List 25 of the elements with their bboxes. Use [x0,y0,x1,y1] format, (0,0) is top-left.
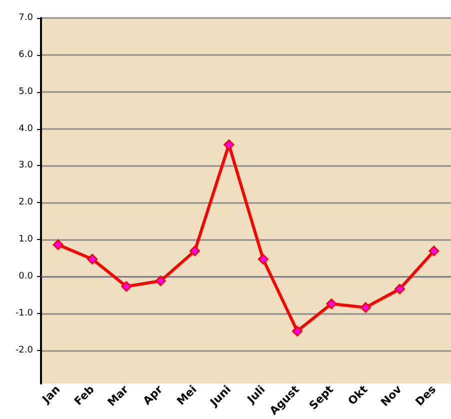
point [190,246,200,256]
point [224,139,234,150]
point [326,298,337,310]
y-tick-label: 0.0 [18,271,34,282]
point [258,254,268,264]
y-tick-label: 4.0 [18,124,34,134]
x-tick-label: Feb [72,382,97,408]
y-tick-label: 6.0 [18,50,34,60]
point [87,254,98,264]
point [360,302,371,313]
x-tick-label: Jan [39,382,63,406]
y-tick-label: -1.0 [15,308,34,318]
y-tick-label: 2.0 [18,198,34,208]
y-tick-label: 3.0 [18,160,34,171]
point [428,246,440,256]
point [121,281,132,292]
y-tick-label: 7.0 [18,13,34,23]
point [292,326,302,336]
y-tick-label: 1.0 [18,234,34,245]
point [155,276,166,286]
y-tick-label: 5.0 [18,86,34,97]
point [52,239,64,250]
point [394,284,405,294]
x-tick-label: Okt [345,382,370,408]
y-tick-label: -2.0 [15,345,34,356]
